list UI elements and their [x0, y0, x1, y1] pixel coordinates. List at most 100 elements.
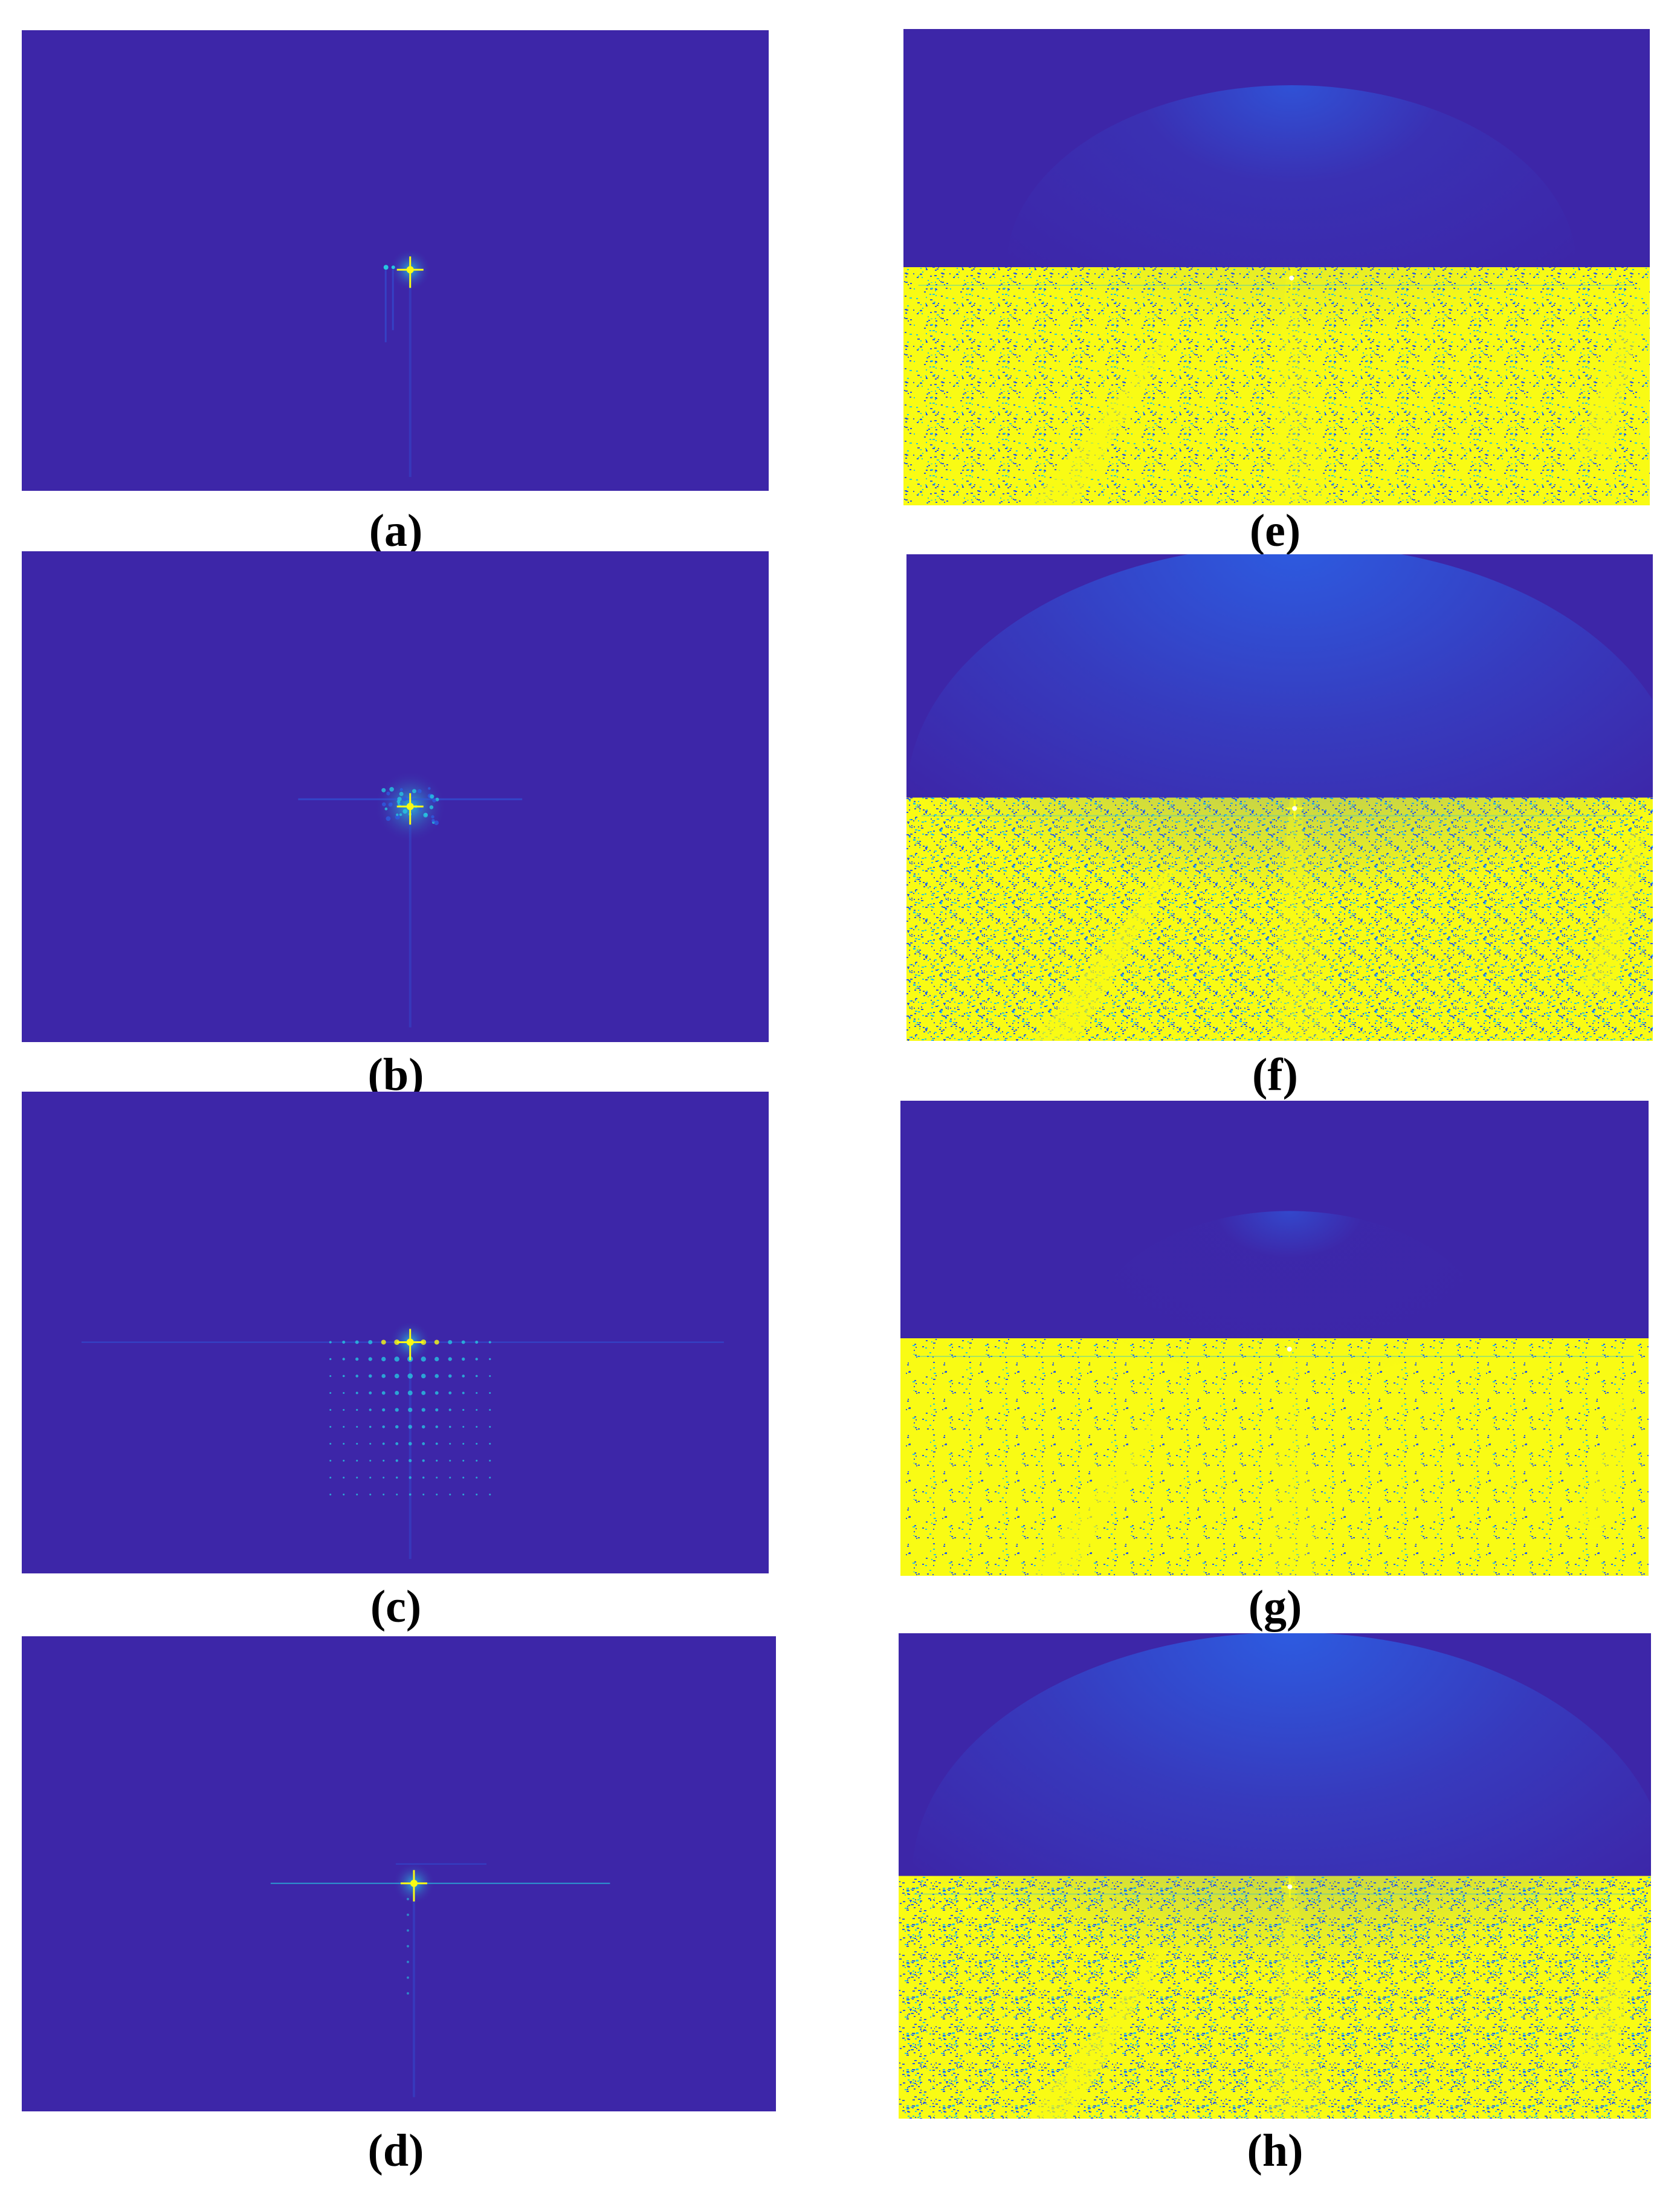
- spectral-speck: [419, 808, 422, 811]
- lattice-dot: [449, 1459, 451, 1462]
- lattice-dot: [343, 1476, 345, 1479]
- lattice-dot: [476, 1425, 478, 1428]
- panel-b-image: [22, 551, 769, 1042]
- caption-f: (f): [1252, 1049, 1298, 1100]
- lattice-dot: [369, 1391, 372, 1394]
- spectral-speck: [382, 802, 386, 806]
- vanishing-peak: [1292, 806, 1297, 811]
- lattice-dot: [449, 1476, 451, 1479]
- lattice-dot: [406, 1897, 409, 1900]
- lattice-dot: [394, 1356, 399, 1362]
- spectral-speck: [399, 788, 403, 791]
- lattice-dot: [329, 1459, 332, 1462]
- lattice-dot: [382, 1425, 385, 1428]
- lattice-dot: [462, 1459, 465, 1462]
- lattice-dot: [489, 1375, 491, 1377]
- lattice-dot: [395, 1390, 399, 1395]
- road-e-svg: [903, 29, 1650, 505]
- lattice-dot: [421, 1408, 425, 1412]
- spectral-speck: [432, 798, 436, 803]
- lattice-dot: [329, 1358, 332, 1361]
- spectral-speck: [431, 815, 435, 818]
- lattice-dot: [383, 1476, 385, 1479]
- lattice-dot: [476, 1476, 478, 1479]
- spectral-speck: [427, 787, 431, 790]
- caption-c: (c): [370, 1581, 422, 1632]
- lattice-dot: [408, 1407, 413, 1413]
- spectral-speck: [384, 807, 388, 811]
- lattice-dot: [448, 1408, 451, 1411]
- road-h-svg: [899, 1633, 1651, 2119]
- lattice-dot: [421, 1425, 425, 1429]
- lattice-dot: [436, 1476, 438, 1479]
- lattice-dot: [329, 1476, 332, 1479]
- panel-d-image: [22, 1636, 776, 2111]
- vertical-streak: [409, 270, 412, 478]
- spectral-speck: [434, 820, 439, 826]
- lattice-dot: [355, 1375, 359, 1378]
- spectrum-a-svg: [22, 30, 769, 491]
- lattice-dot: [476, 1408, 478, 1411]
- lane-mark-right: [1578, 834, 1646, 993]
- road-g-svg: [900, 1101, 1649, 1576]
- lattice-dot: [422, 1493, 425, 1495]
- lattice-dot: [369, 1408, 372, 1411]
- lattice-dot: [381, 1339, 386, 1345]
- lattice-dot: [381, 1356, 386, 1362]
- lattice-dot: [435, 1374, 439, 1378]
- lattice-dot: [421, 1390, 426, 1395]
- lattice-dot: [329, 1408, 332, 1411]
- lattice-dot: [462, 1357, 465, 1361]
- lattice-dot: [448, 1391, 452, 1394]
- lattice-dot: [421, 1356, 426, 1362]
- road-shade: [906, 554, 1653, 1041]
- lattice-dot: [396, 1476, 398, 1479]
- lattice-dot: [435, 1408, 439, 1412]
- lattice-dot: [343, 1459, 345, 1462]
- lattice-dot: [475, 1340, 479, 1344]
- lane-mark-left: [1030, 340, 1172, 505]
- lattice-dot: [434, 1339, 439, 1345]
- lattice-dot: [436, 1459, 438, 1462]
- lattice-dot: [395, 1425, 399, 1429]
- lane-mark-right: [1574, 1375, 1641, 1529]
- lattice-dot: [462, 1408, 465, 1411]
- vertical-streak: [384, 270, 387, 343]
- lattice-dot: [489, 1459, 491, 1462]
- lattice-dot: [368, 1374, 372, 1378]
- side-peak: [383, 265, 389, 270]
- lattice-dot: [448, 1357, 452, 1361]
- lattice-dot: [462, 1442, 465, 1445]
- road-shade: [1088, 1211, 1490, 1466]
- spectral-speck: [417, 789, 422, 794]
- lattice-dot: [489, 1442, 491, 1445]
- lattice-dot: [342, 1340, 346, 1344]
- panel-f-image: [906, 554, 1653, 1041]
- central-peak: [406, 266, 414, 274]
- side-peak: [391, 265, 395, 270]
- caption-d: (d): [367, 2125, 424, 2176]
- lattice-dot: [382, 1442, 385, 1445]
- lattice-dot: [356, 1442, 358, 1445]
- lattice-dot: [369, 1459, 372, 1462]
- lattice-dot: [449, 1442, 451, 1445]
- center-lane: [1265, 1338, 1326, 1576]
- spectral-speck: [424, 812, 428, 817]
- lattice-dot: [407, 1373, 413, 1379]
- lattice-dot: [329, 1391, 332, 1394]
- spectral-speck: [430, 794, 435, 799]
- spectral-speck: [412, 789, 416, 794]
- lattice-dot: [422, 1442, 425, 1445]
- lattice-dot: [489, 1425, 491, 1428]
- vanishing-peak: [1289, 276, 1294, 280]
- lattice-dot: [329, 1425, 332, 1428]
- lattice-dot: [343, 1408, 345, 1411]
- lattice-dot: [369, 1442, 372, 1445]
- lattice-dot: [409, 1476, 412, 1479]
- lattice-dot: [476, 1493, 478, 1495]
- lattice-dot: [435, 1356, 439, 1362]
- central-peak: [410, 1879, 418, 1887]
- lattice-dot: [395, 1459, 398, 1462]
- panel-g-image: [900, 1101, 1649, 1576]
- spectral-speck: [396, 815, 399, 818]
